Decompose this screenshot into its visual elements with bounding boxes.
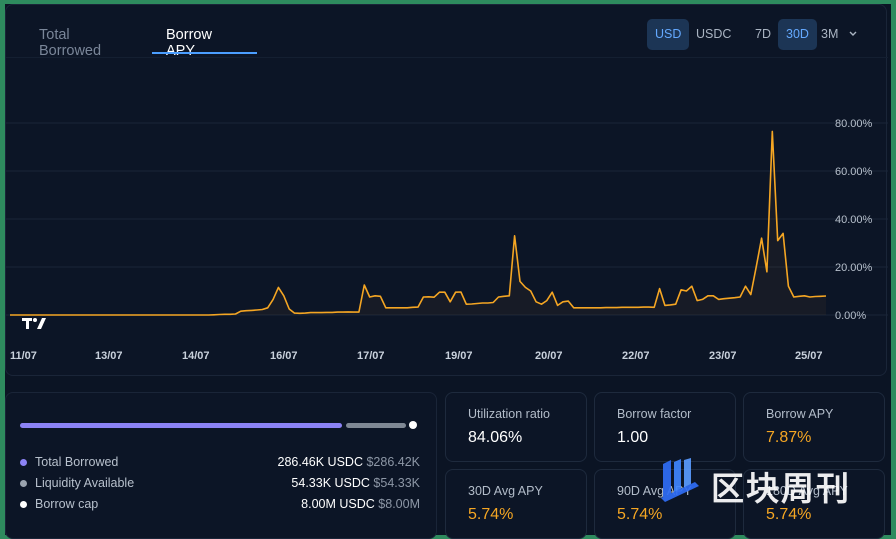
currency-usdc-toggle[interactable]: USDC <box>696 27 732 41</box>
legend-usd: $8.00M <box>378 497 420 511</box>
stat-label: Borrow APY <box>766 407 834 421</box>
legend-dot <box>20 501 27 508</box>
range-3m-toggle[interactable]: 3M <box>821 27 839 41</box>
stat-value: 84.06% <box>468 429 523 446</box>
stat-value: 1.00 <box>617 429 649 446</box>
tab-borrow-apy[interactable]: Borrow APY <box>166 27 212 59</box>
stat-180d-avg-apy: 180D Avg APY 5.74% <box>743 469 885 539</box>
stat-value: 7.87% <box>766 429 812 446</box>
liquidity-bar <box>346 423 406 428</box>
borrow-apy-chart: 80.00% 60.00% 40.00% 20.00% 0.00% 11/07 13/07 1… <box>6 118 888 362</box>
tab-total-borrowed[interactable]: Total Borrowed <box>39 27 102 59</box>
currency-usd-toggle[interactable]: USD <box>647 19 690 50</box>
x-tick-label: 22/07 <box>622 350 650 362</box>
x-tick-label: 16/07 <box>270 350 298 362</box>
legend-label: Liquidity Available <box>35 476 135 490</box>
legend-label: Total Borrowed <box>35 455 119 469</box>
legend-amount: 8.00M USDC <box>301 497 375 511</box>
legend-usd: $286.42K <box>366 455 420 469</box>
stat-label: Borrow factor <box>617 407 692 421</box>
legend-dot <box>20 480 27 487</box>
apy-area <box>10 131 826 315</box>
stat-30d-avg-apy: 30D Avg APY 5.74% <box>445 469 587 539</box>
active-tab-indicator <box>152 52 257 54</box>
x-tick-label: 17/07 <box>357 350 385 362</box>
borrow-summary-card: Total Borrowed 286.46K USDC $286.42K Liq… <box>5 392 437 539</box>
stat-value: 5.74% <box>766 506 812 523</box>
watermark-text: 区块周刊 <box>711 469 851 508</box>
tradingview-logo-icon <box>22 318 46 329</box>
x-tick-label: 14/07 <box>182 350 210 362</box>
stat-value: 5.74% <box>617 506 663 523</box>
x-tick-label: 11/07 <box>10 350 37 362</box>
range-30d-toggle[interactable]: 30D <box>778 19 817 50</box>
stat-label: 180D Avg APY <box>766 484 848 498</box>
legend-usd: $54.33K <box>373 476 420 490</box>
legend-liquidity-available: Liquidity Available 54.33K USDC $54.33K <box>20 475 420 493</box>
legend-total-borrowed: Total Borrowed 286.46K USDC $286.42K <box>20 454 420 472</box>
apy-line <box>10 130 827 316</box>
legend-dot <box>20 459 27 466</box>
y-tick-label: 40.00% <box>835 214 873 226</box>
x-tick-label: 20/07 <box>535 350 563 362</box>
y-tick-label: 80.00% <box>835 118 873 130</box>
watermark: 区块周刊 <box>659 456 889 508</box>
legend-value: 54.33K USDC $54.33K <box>291 476 420 490</box>
stat-utilization-ratio: Utilization ratio 84.06% <box>445 392 587 462</box>
x-tick-label: 25/07 <box>795 350 823 362</box>
header-divider <box>6 57 888 58</box>
stat-borrow-apy: Borrow APY 7.87% <box>743 392 885 462</box>
range-7d-toggle[interactable]: 7D <box>755 27 771 41</box>
legend-label: Borrow cap <box>35 497 99 511</box>
stat-borrow-factor: Borrow factor 1.00 <box>594 392 736 462</box>
legend-value: 286.46K USDC $286.42K <box>278 455 420 469</box>
y-tick-label: 0.00% <box>835 310 866 322</box>
stat-value: 5.74% <box>468 506 514 523</box>
chevron-down-icon[interactable] <box>849 31 857 37</box>
legend-value: 8.00M USDC $8.00M <box>301 497 420 511</box>
stat-label: 30D Avg APY <box>468 484 543 498</box>
app-frame: Total Borrowed Borrow APY USD USDC 7D 30… <box>5 4 891 539</box>
x-tick-label: 19/07 <box>445 350 473 362</box>
borrow-cap-marker <box>409 421 417 429</box>
block-weekly-logo-icon <box>661 458 699 502</box>
y-tick-label: 60.00% <box>835 166 873 178</box>
x-tick-label: 23/07 <box>709 350 737 362</box>
y-tick-label: 20.00% <box>835 262 873 274</box>
legend-amount: 54.33K USDC <box>291 476 370 490</box>
stat-label: Utilization ratio <box>468 407 550 421</box>
legend-amount: 286.46K USDC <box>277 455 363 469</box>
total-borrowed-bar <box>20 423 342 428</box>
chart-card: Total Borrowed Borrow APY USD USDC 7D 30… <box>5 4 888 376</box>
x-tick-label: 13/07 <box>95 350 123 362</box>
legend-borrow-cap: Borrow cap 8.00M USDC $8.00M <box>20 496 420 514</box>
